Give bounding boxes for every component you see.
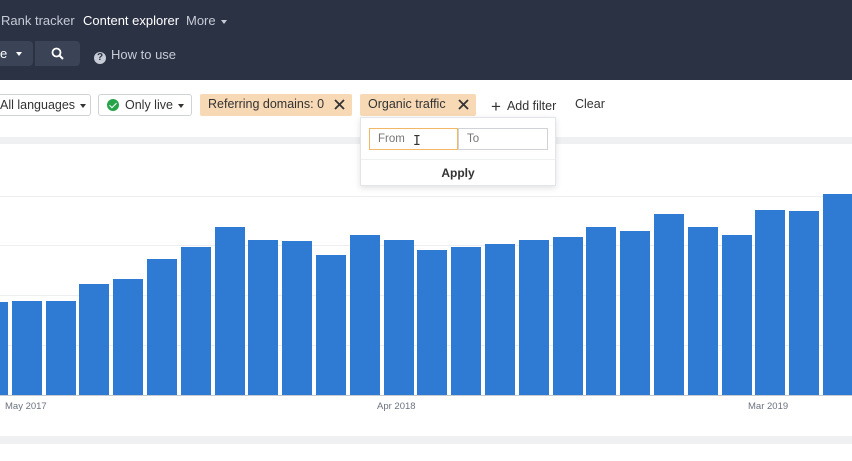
chart-bar[interactable] — [552, 237, 583, 395]
nav-more-menu[interactable]: More — [186, 13, 227, 28]
close-icon[interactable] — [334, 99, 345, 110]
apply-button[interactable]: Apply — [441, 166, 475, 180]
chart-bar[interactable] — [789, 211, 820, 395]
chart-bar[interactable] — [79, 283, 110, 395]
organic-traffic-label: Organic traffic — [368, 97, 446, 111]
language-filter-label: All languages — [0, 98, 76, 112]
chart-bar[interactable] — [248, 239, 279, 395]
gridline — [0, 245, 852, 246]
referring-domains-label: Referring domains: 0 — [208, 97, 325, 111]
chart-bar[interactable] — [349, 234, 380, 395]
chart-bar[interactable] — [485, 243, 515, 395]
chart-bar[interactable] — [113, 278, 144, 395]
nav-rank-tracker[interactable]: Rank tracker — [1, 13, 75, 28]
chart-bar[interactable] — [417, 250, 448, 395]
search-button[interactable] — [35, 41, 80, 66]
chart-bar[interactable] — [383, 239, 414, 395]
x-tick-label: May 2017 — [5, 401, 47, 412]
chart-bar[interactable] — [45, 300, 76, 395]
chart-bar[interactable] — [755, 209, 786, 395]
add-filter-button[interactable]: + Add filter — [491, 97, 556, 117]
chart-bar[interactable] — [0, 301, 8, 395]
chart-bar[interactable] — [620, 230, 651, 395]
chart-bar[interactable] — [687, 226, 718, 395]
how-to-use-label: How to use — [111, 47, 177, 62]
only-live-label: Only live — [125, 98, 173, 112]
how-to-use-link[interactable]: ? How to use — [94, 47, 176, 64]
popover-divider — [361, 159, 555, 160]
chart-bar[interactable] — [282, 241, 313, 395]
chevron-down-icon — [80, 103, 87, 108]
chart-bar[interactable] — [214, 226, 245, 395]
chart-baseline — [0, 395, 852, 396]
chart-bar[interactable] — [721, 234, 752, 395]
chart-bar[interactable] — [316, 255, 346, 395]
top-navigation-bar — [0, 0, 852, 80]
chart-bar[interactable] — [11, 300, 42, 395]
x-tick-label: Mar 2019 — [748, 401, 789, 412]
chart-bar[interactable] — [180, 247, 211, 395]
help-icon: ? — [94, 52, 106, 64]
search-icon — [51, 47, 64, 60]
nav-content-explorer[interactable]: Content explorer — [83, 13, 180, 28]
mode-select-value: e — [0, 46, 8, 61]
referring-domains-filter[interactable]: Referring domains: 0 — [200, 94, 352, 116]
x-tick-label: Apr 2018 — [377, 401, 416, 412]
add-filter-label: Add filter — [506, 99, 557, 113]
nav-more-label: More — [186, 13, 216, 28]
language-filter-dropdown[interactable]: All languages — [0, 94, 91, 116]
only-live-dropdown[interactable]: Only live — [98, 94, 192, 116]
chart-bar[interactable] — [586, 226, 617, 395]
to-input[interactable] — [458, 128, 548, 150]
clear-filters-button[interactable]: Clear — [575, 97, 605, 111]
text-cursor-icon: I — [413, 134, 421, 149]
plus-icon: + — [491, 97, 501, 116]
chart-bar[interactable] — [823, 194, 852, 395]
chevron-down-icon — [220, 19, 227, 24]
chart-bar[interactable] — [451, 247, 482, 395]
chart-bar[interactable] — [147, 259, 177, 395]
check-circle-icon — [107, 99, 119, 111]
chevron-down-icon — [177, 103, 184, 108]
close-icon[interactable] — [458, 99, 469, 110]
panel-divider — [0, 436, 852, 444]
mode-select[interactable]: e — [0, 41, 33, 66]
organic-traffic-filter[interactable]: Organic traffic — [360, 94, 476, 116]
chart-bar[interactable] — [654, 213, 684, 395]
chevron-down-icon — [16, 52, 22, 56]
gridline — [0, 196, 852, 197]
from-input[interactable] — [369, 128, 458, 150]
organic-traffic-range-popover: Apply — [360, 117, 556, 186]
chart-bar[interactable] — [518, 239, 549, 395]
